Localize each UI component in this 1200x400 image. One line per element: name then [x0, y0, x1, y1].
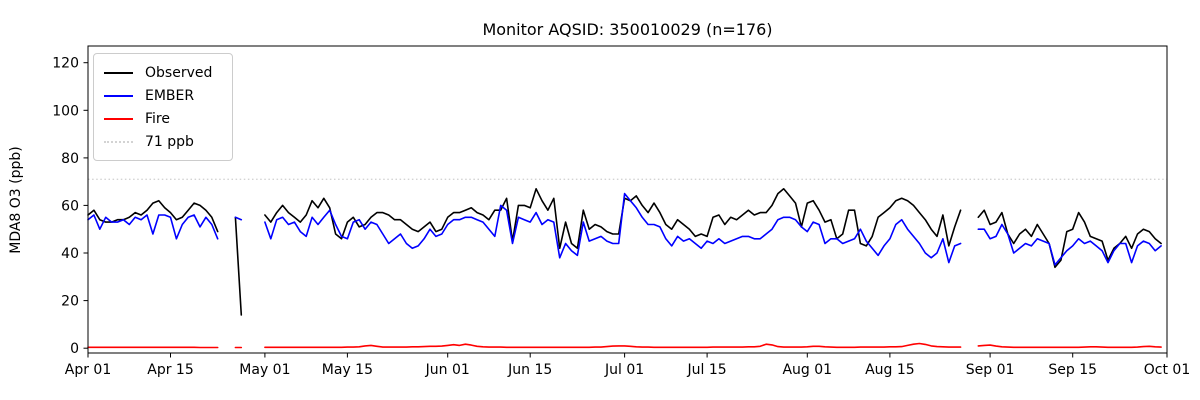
legend-label: Observed [145, 64, 213, 81]
svg-text:20: 20 [61, 294, 79, 310]
svg-text:May 15: May 15 [322, 362, 373, 378]
series-lines [87, 188, 1162, 349]
svg-text:Oct 01: Oct 01 [1144, 362, 1190, 378]
svg-text:May 01: May 01 [239, 362, 290, 378]
svg-text:Jul 01: Jul 01 [604, 362, 644, 378]
legend-item-ember: EMBER [104, 84, 222, 107]
svg-text:Aug 15: Aug 15 [865, 362, 915, 378]
threshold-line-sample [104, 140, 133, 143]
svg-text:Apr 01: Apr 01 [65, 362, 111, 378]
fire-line-sample [104, 117, 133, 120]
svg-text:Jul 15: Jul 15 [687, 362, 727, 378]
svg-text:Apr 15: Apr 15 [147, 362, 193, 378]
x-axis-ticks: Apr 01 Apr 15 May 01 May 15 Jun 01 Jun 15 Jul … [65, 353, 1190, 378]
svg-text:0: 0 [70, 341, 79, 357]
svg-text:Aug 01: Aug 01 [782, 362, 832, 378]
legend-label: EMBER [145, 87, 195, 104]
legend-item-threshold: 71 ppb [104, 130, 222, 153]
legend-item-observed: Observed [104, 61, 222, 84]
legend-label: Fire [145, 110, 170, 127]
svg-text:Sep 15: Sep 15 [1048, 362, 1097, 378]
series-observed [87, 188, 1162, 316]
y-axis-ticks: 0 20 40 60 80 100 120 [52, 56, 88, 357]
observed-line-sample [104, 71, 133, 74]
legend-label: 71 ppb [145, 133, 194, 150]
series-ember [87, 192, 1162, 266]
svg-text:120: 120 [52, 56, 79, 72]
svg-text:Jun 01: Jun 01 [425, 362, 470, 378]
svg-text:80: 80 [61, 151, 79, 167]
svg-text:Sep 01: Sep 01 [966, 362, 1015, 378]
svg-text:40: 40 [61, 246, 79, 262]
ember-line-sample [104, 94, 133, 97]
series-fire [87, 342, 1162, 349]
svg-text:Jun 15: Jun 15 [507, 362, 552, 378]
legend-item-fire: Fire [104, 107, 222, 130]
legend: Observed EMBER Fire 71 ppb [93, 53, 233, 161]
plot-frame [87, 45, 1168, 354]
svg-text:60: 60 [61, 198, 79, 214]
svg-text:100: 100 [52, 103, 79, 119]
chart-title: Monitor AQSID: 350010029 (n=176) [482, 20, 773, 39]
